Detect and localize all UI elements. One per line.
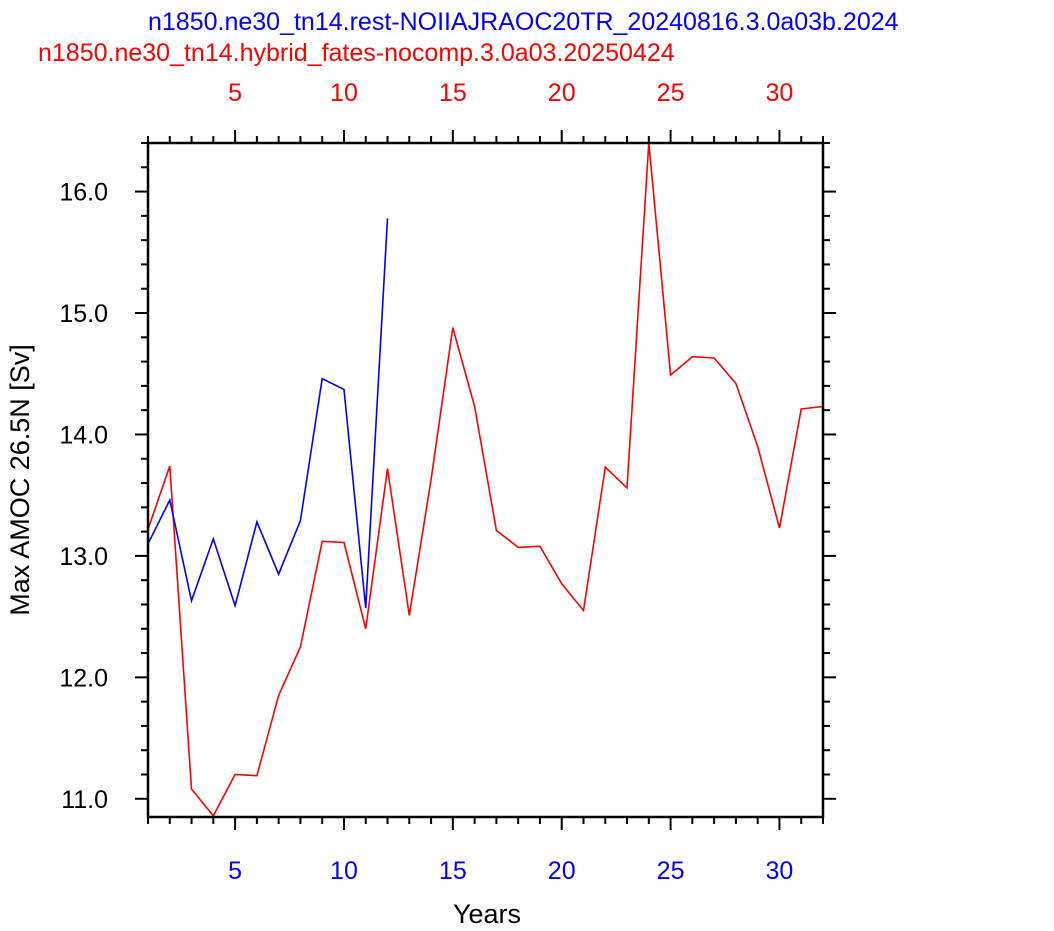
chart-title-red: n1850.ne30_tn14.hybrid_fates-nocomp.3.0a… (38, 39, 675, 67)
y-tick-label: 15.0 (59, 300, 108, 328)
top-x-tick-label: 25 (657, 79, 685, 107)
x-tick-label: 25 (657, 857, 685, 885)
plot-frame (146, 141, 825, 819)
y-tick-label: 13.0 (59, 543, 108, 571)
series-line-blue (147, 218, 389, 609)
y-axis-right (823, 142, 836, 800)
y-tick-label: 16.0 (59, 179, 108, 207)
y-tick-label: 14.0 (59, 421, 108, 449)
y-tick-label: 12.0 (59, 664, 108, 692)
y-axis-left: 11.0 12.0 13.0 14.0 15.0 16.0 (59, 142, 148, 814)
x-tick-label: 15 (439, 857, 467, 885)
x-tick-label: 10 (330, 857, 358, 885)
top-x-tick-label: 10 (330, 79, 358, 107)
y-tick-label: 11.0 (61, 786, 108, 814)
x-axis-label: Years (453, 899, 521, 929)
top-x-tick-label: 20 (548, 79, 576, 107)
bottom-x-axis: 5 10 15 20 25 30 (147, 817, 824, 885)
series-layer (147, 142, 824, 818)
top-x-tick-label: 15 (439, 79, 467, 107)
x-tick-label: 5 (228, 857, 242, 885)
chart-title-blue: n1850.ne30_tn14.rest-NOIIAJRAOC20TR_2024… (148, 8, 899, 36)
top-x-tick-label: 5 (228, 79, 242, 107)
top-x-axis: 5 10 15 20 25 30 (147, 79, 824, 143)
top-x-tick-label: 30 (766, 79, 794, 107)
x-tick-label: 20 (548, 857, 576, 885)
x-tick-label: 30 (766, 857, 794, 885)
y-axis-label: Max AMOC 26.5N [Sv] (5, 344, 35, 616)
series-line-red (147, 142, 824, 818)
chart-titles: n1850.ne30_tn14.rest-NOIIAJRAOC20TR_2024… (38, 8, 899, 67)
